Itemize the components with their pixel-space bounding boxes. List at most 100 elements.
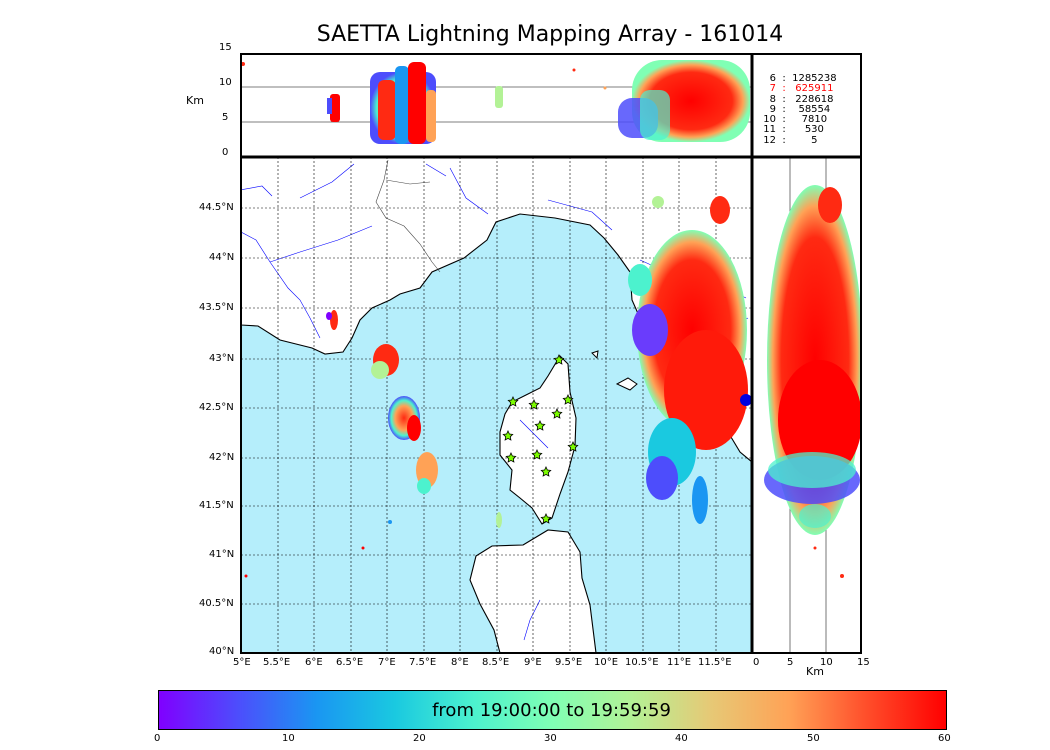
side-xtick: 5 xyxy=(787,657,794,668)
elba-island xyxy=(615,377,638,391)
top-cluster-ligurian-c xyxy=(408,62,426,144)
stats-row: 9 : 58554 xyxy=(769,103,831,115)
top-panel-ylabel: Km xyxy=(186,94,204,107)
lon-label: 8.5°E xyxy=(482,657,510,668)
lat-label: 41.5°N xyxy=(199,500,234,511)
lat-label: 42.5°N xyxy=(199,402,234,413)
top-cluster-tyrrhenian-green xyxy=(640,90,670,140)
top-point xyxy=(572,68,576,72)
lon-label: 8°E xyxy=(451,657,469,668)
stats-row: 8 : 228618 xyxy=(769,93,834,105)
lon-label: 7.5°E xyxy=(409,657,437,668)
side-altitude-panel xyxy=(753,157,861,653)
colorbar-tick: 50 xyxy=(807,733,820,744)
side-cluster-green xyxy=(768,452,856,488)
top-cluster-mid xyxy=(495,86,503,108)
side-xtick: 15 xyxy=(857,657,870,668)
colorbar-tick: 20 xyxy=(413,733,426,744)
lat-label: 43°N xyxy=(209,353,235,364)
cluster-small-north xyxy=(652,196,664,208)
lat-label: 41°N xyxy=(209,549,235,560)
lightning-point xyxy=(244,574,248,578)
lon-label: 9.5°E xyxy=(555,657,583,668)
colorbar-tick: 30 xyxy=(544,733,557,744)
lat-label: 44°N xyxy=(209,252,235,263)
top-cluster-ligurian-a xyxy=(378,80,396,140)
station-star-icon xyxy=(531,449,543,460)
station-star-icon xyxy=(505,452,517,463)
colorbar-label: from 19:00:00 to 19:59:59 xyxy=(432,700,671,721)
cluster-tyrrhenian-north xyxy=(628,264,652,296)
station-star-icon xyxy=(528,399,540,410)
lon-label: 6°E xyxy=(305,657,323,668)
flash-count-table: 6 : 1285238 7 : 625911 8 : 228618 9 : 58… xyxy=(760,73,860,146)
lat-label: 40.5°N xyxy=(199,598,234,609)
lon-label: 10.5°E xyxy=(625,657,659,668)
side-cluster-core xyxy=(778,360,861,480)
cluster-west-coast-violet xyxy=(326,312,332,320)
side-panel-xlabel: Km xyxy=(806,665,824,678)
cluster-ligurian-a-edge xyxy=(371,361,389,379)
lat-label: 40°N xyxy=(209,646,235,657)
lon-label: 5.5°E xyxy=(263,657,291,668)
side-cluster-tail xyxy=(799,504,831,528)
side-point xyxy=(813,546,817,550)
side-point xyxy=(840,574,844,578)
top-altitude-panel xyxy=(241,54,861,157)
side-xtick: 10 xyxy=(820,657,833,668)
figure-title: SAETTA Lightning Mapping Array - 161014 xyxy=(316,22,784,47)
cluster-small-mid xyxy=(496,512,502,528)
country-borders xyxy=(375,159,441,273)
top-ytick: 10 xyxy=(219,77,232,88)
top-ytick: 0 xyxy=(222,147,229,158)
cluster-tyrrhenian-south-blue xyxy=(646,456,678,500)
lon-label: 9°E xyxy=(524,657,542,668)
cluster-ligurian-b-core xyxy=(407,415,421,441)
capraia-island xyxy=(591,350,599,360)
lat-label: 42°N xyxy=(209,452,235,463)
station-star-icon xyxy=(553,354,565,365)
network-center-marker xyxy=(740,394,752,406)
stats-row: 6 : 1285238 xyxy=(769,73,837,84)
top-cluster-ligurian-d xyxy=(426,90,436,142)
colorbar-tick: 0 xyxy=(154,733,161,744)
cluster-far-north xyxy=(710,196,730,224)
stats-row: 11 : 530 xyxy=(763,124,824,136)
cluster-tyrrhenian-tail xyxy=(692,476,708,524)
colorbar xyxy=(158,690,947,730)
top-point xyxy=(603,86,607,90)
corsica-land xyxy=(499,355,577,525)
main-map xyxy=(241,157,752,653)
station-star-icon xyxy=(534,420,546,431)
lon-label: 11.5°E xyxy=(698,657,732,668)
lightning-point xyxy=(388,520,392,524)
lon-label: 7°E xyxy=(378,657,396,668)
top-ytick: 15 xyxy=(219,42,232,53)
lon-label: 5°E xyxy=(233,657,251,668)
side-cluster-top xyxy=(818,187,842,223)
cluster-tyrrhenian-core xyxy=(664,330,748,450)
stats-row-highlight: 7 : 625911 xyxy=(769,83,834,95)
cluster-west-coast xyxy=(330,310,338,330)
top-cluster-west-blue xyxy=(327,98,332,114)
station-star-icon xyxy=(507,396,519,407)
colorbar-tick: 60 xyxy=(938,733,951,744)
station-star-icon xyxy=(551,408,563,419)
top-cluster-west xyxy=(330,94,340,122)
cluster-tyrrhenian-west xyxy=(632,304,668,356)
figure-frame xyxy=(240,53,862,654)
station-star-icon xyxy=(540,513,552,524)
stats-row: 12 : 5 xyxy=(763,134,818,146)
station-star-icon xyxy=(502,430,514,441)
colorbar-tick: 40 xyxy=(675,733,688,744)
lightning-clusters xyxy=(244,196,748,578)
top-ytick: 5 xyxy=(222,112,229,123)
sardinia-land xyxy=(469,529,597,653)
lon-label: 10°E xyxy=(594,657,619,668)
top-cluster-ligurian-b xyxy=(395,66,409,144)
station-star-icon xyxy=(562,394,574,405)
lma-stations xyxy=(502,354,579,524)
side-xtick: 0 xyxy=(753,657,760,668)
station-star-icon xyxy=(540,466,552,477)
